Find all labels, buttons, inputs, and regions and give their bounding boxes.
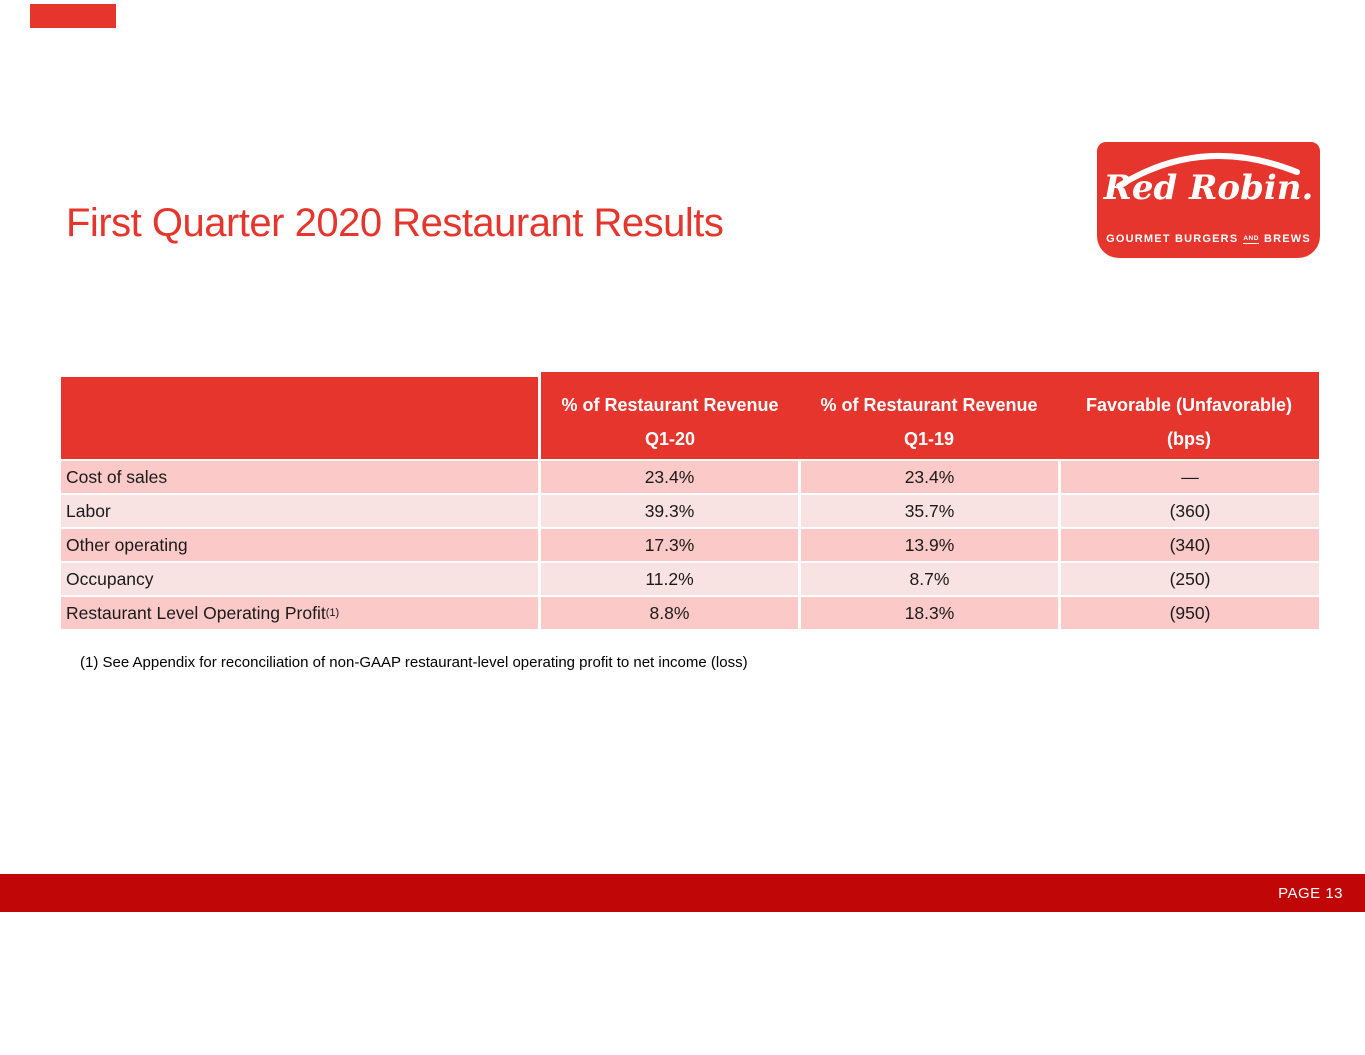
row-label-text: Occupancy [66, 568, 154, 589]
cell-q1-20: 23.4% [541, 461, 798, 493]
page-title: First Quarter 2020 Restaurant Results [66, 201, 724, 245]
logo-tagline-and: AND [1243, 234, 1259, 244]
table-row: Cost of sales 23.4% 23.4% — [61, 461, 1319, 493]
row-label-text: Cost of sales [66, 466, 168, 487]
cell-q1-19: 35.7% [801, 495, 1058, 527]
cell-q1-20: 11.2% [541, 563, 798, 595]
cell-bps: (250) [1061, 563, 1319, 595]
table-header-row: % of Restaurant Revenue Q1-20 % of Resta… [61, 372, 1319, 459]
cell-q1-19: 13.9% [801, 529, 1058, 561]
row-label: Restaurant Level Operating Profit (1) [61, 597, 538, 629]
table-row: Labor 39.3% 35.7% (360) [61, 495, 1319, 527]
cell-q1-19: 18.3% [801, 597, 1058, 629]
column-header-bps: Favorable (Unfavorable) (bps) [1059, 372, 1319, 459]
cell-q1-20: 8.8% [541, 597, 798, 629]
table-body: Cost of sales 23.4% 23.4% — Labor 39.3% … [61, 461, 1319, 629]
table-row: Occupancy 11.2% 8.7% (250) [61, 563, 1319, 595]
row-label: Other operating [61, 529, 538, 561]
column-header-line2: Q1-19 [903, 429, 955, 449]
cell-q1-20: 39.3% [541, 495, 798, 527]
logo-tagline-left: GOURMET BURGERS [1106, 233, 1239, 245]
cell-q1-19: 23.4% [801, 461, 1058, 493]
logo-swoosh-icon [1116, 152, 1300, 189]
footer-bar: PAGE 13 [0, 874, 1365, 912]
red-robin-logo: Red Robin. GOURMET BURGERS AND BREWS [1097, 142, 1320, 258]
footnote: (1) See Appendix for reconciliation of n… [80, 654, 748, 671]
logo-wordmark: Red Robin. [1103, 168, 1314, 208]
cell-q1-19: 8.7% [801, 563, 1058, 595]
cell-bps: (950) [1061, 597, 1319, 629]
column-header-q1-20: % of Restaurant Revenue Q1-20 [541, 372, 799, 459]
row-label-text: Labor [66, 500, 111, 521]
table-row: Other operating 17.3% 13.9% (340) [61, 529, 1319, 561]
top-accent-bar [30, 4, 116, 28]
column-header-line1: Favorable (Unfavorable) [1085, 395, 1293, 415]
cell-q1-20: 17.3% [541, 529, 798, 561]
table-row: Restaurant Level Operating Profit (1) 8.8… [61, 597, 1319, 629]
table-header-label-cell [61, 377, 538, 459]
column-header-line1: % of Restaurant Revenue [561, 395, 779, 415]
logo-tagline-right: BREWS [1263, 233, 1311, 245]
row-label-text: Other operating [66, 534, 188, 555]
row-label: Occupancy [61, 563, 538, 595]
column-header-line2: (bps) [1167, 429, 1211, 449]
table-header-group: % of Restaurant Revenue Q1-20 % of Resta… [541, 372, 1319, 459]
page-number: PAGE 13 [1278, 884, 1343, 902]
cell-bps: (340) [1061, 529, 1319, 561]
column-header-line2: Q1-20 [644, 429, 696, 449]
row-label: Labor [61, 495, 538, 527]
column-header-line1: % of Restaurant Revenue [820, 395, 1038, 415]
row-label: Cost of sales [61, 461, 538, 493]
logo-tagline: GOURMET BURGERS AND BREWS [1097, 233, 1320, 245]
cell-bps: (360) [1061, 495, 1319, 527]
column-header-q1-19: % of Restaurant Revenue Q1-19 [799, 372, 1059, 459]
row-label-text: Restaurant Level Operating Profit [66, 602, 326, 623]
cell-bps: — [1061, 461, 1319, 493]
restaurant-results-table: % of Restaurant Revenue Q1-20 % of Resta… [61, 372, 1319, 631]
